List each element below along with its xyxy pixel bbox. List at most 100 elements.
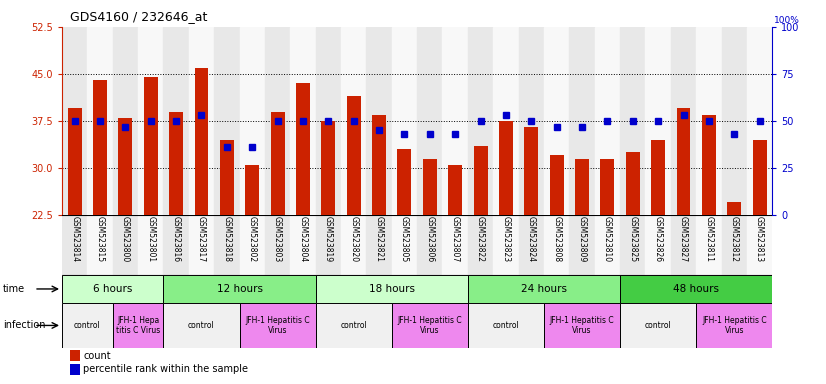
Text: GSM523806: GSM523806: [425, 216, 434, 263]
Text: JFH-1 Hepatitis C
Virus: JFH-1 Hepatitis C Virus: [702, 316, 767, 335]
Text: GSM523817: GSM523817: [197, 216, 206, 262]
Bar: [549, 156, 563, 215]
Bar: [449, 165, 463, 215]
Bar: [347, 96, 361, 215]
Text: GSM523805: GSM523805: [400, 216, 409, 263]
Bar: [544, 303, 620, 348]
Bar: [189, 215, 214, 275]
Bar: [138, 215, 164, 275]
Bar: [676, 108, 691, 215]
Bar: [493, 27, 519, 215]
Bar: [70, 350, 80, 361]
Text: count: count: [83, 351, 111, 361]
Bar: [164, 303, 240, 348]
Text: GSM523816: GSM523816: [172, 216, 181, 262]
Bar: [341, 215, 367, 275]
Bar: [519, 27, 544, 215]
Text: GSM523802: GSM523802: [248, 216, 257, 262]
Bar: [493, 215, 519, 275]
Bar: [696, 303, 772, 348]
Bar: [671, 27, 696, 215]
Text: GSM523826: GSM523826: [653, 216, 662, 262]
Bar: [620, 215, 645, 275]
Bar: [651, 140, 665, 215]
Text: GSM523820: GSM523820: [349, 216, 358, 262]
Bar: [240, 303, 316, 348]
Text: GSM523811: GSM523811: [705, 216, 714, 262]
Bar: [271, 112, 285, 215]
Bar: [722, 215, 747, 275]
Bar: [240, 27, 265, 215]
Bar: [722, 27, 747, 215]
Text: time: time: [3, 284, 26, 294]
Bar: [747, 215, 772, 275]
Bar: [214, 215, 240, 275]
Bar: [702, 115, 716, 215]
Bar: [112, 27, 138, 215]
Text: GSM523818: GSM523818: [222, 216, 231, 262]
Bar: [626, 152, 640, 215]
Text: GSM523824: GSM523824: [527, 216, 536, 262]
Text: GSM523819: GSM523819: [324, 216, 333, 262]
Bar: [265, 27, 290, 215]
Text: control: control: [340, 321, 367, 330]
Bar: [544, 27, 569, 215]
Bar: [645, 27, 671, 215]
Bar: [696, 27, 722, 215]
Text: 6 hours: 6 hours: [93, 284, 132, 294]
Bar: [321, 121, 335, 215]
Bar: [727, 202, 741, 215]
Bar: [290, 27, 316, 215]
Text: JFH-1 Hepa
titis C Virus: JFH-1 Hepa titis C Virus: [116, 316, 160, 335]
Text: GSM523801: GSM523801: [146, 216, 155, 262]
Bar: [189, 27, 214, 215]
Bar: [443, 215, 468, 275]
Text: GSM523814: GSM523814: [70, 216, 79, 262]
Text: control: control: [188, 321, 215, 330]
Bar: [392, 303, 468, 348]
Bar: [468, 27, 493, 215]
Bar: [569, 27, 595, 215]
Text: 12 hours: 12 hours: [216, 284, 263, 294]
Bar: [752, 140, 767, 215]
Bar: [68, 108, 82, 215]
Bar: [62, 303, 112, 348]
Bar: [645, 215, 671, 275]
Bar: [62, 215, 88, 275]
Text: control: control: [645, 321, 672, 330]
Text: JFH-1 Hepatitis C
Virus: JFH-1 Hepatitis C Virus: [397, 316, 462, 335]
Bar: [468, 275, 620, 303]
Text: 18 hours: 18 hours: [368, 284, 415, 294]
Text: infection: infection: [3, 320, 45, 331]
Bar: [468, 215, 493, 275]
Bar: [620, 303, 696, 348]
Text: GSM523812: GSM523812: [729, 216, 738, 262]
Text: percentile rank within the sample: percentile rank within the sample: [83, 364, 249, 374]
Bar: [595, 215, 620, 275]
Bar: [620, 27, 645, 215]
Bar: [62, 275, 164, 303]
Bar: [316, 27, 341, 215]
Bar: [671, 215, 696, 275]
Text: GSM523822: GSM523822: [476, 216, 485, 262]
Text: GSM523821: GSM523821: [374, 216, 383, 262]
Bar: [138, 27, 164, 215]
Text: control: control: [492, 321, 520, 330]
Bar: [220, 140, 234, 215]
Bar: [601, 159, 615, 215]
Bar: [316, 215, 341, 275]
Bar: [290, 215, 316, 275]
Bar: [118, 118, 132, 215]
Bar: [519, 215, 544, 275]
Bar: [164, 215, 189, 275]
Bar: [620, 275, 772, 303]
Bar: [392, 215, 417, 275]
Bar: [397, 149, 411, 215]
Text: GSM523800: GSM523800: [121, 216, 130, 263]
Bar: [575, 159, 589, 215]
Bar: [747, 27, 772, 215]
Text: GSM523803: GSM523803: [273, 216, 282, 263]
Bar: [112, 303, 164, 348]
Text: 100%: 100%: [774, 16, 800, 25]
Bar: [265, 215, 290, 275]
